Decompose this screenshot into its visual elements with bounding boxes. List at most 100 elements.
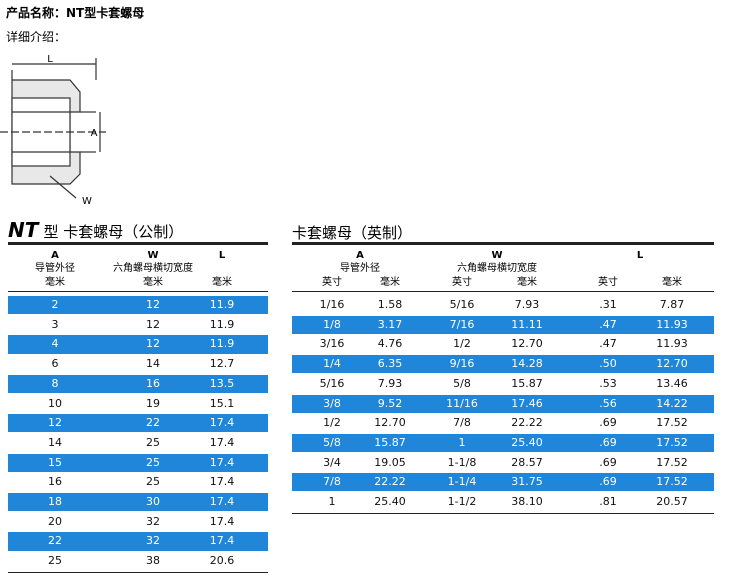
cell: 17.4 — [209, 514, 235, 528]
cell: 1.58 — [377, 298, 403, 311]
cell: .81 — [599, 495, 617, 508]
label-a: A — [91, 128, 98, 139]
header-unit: 英寸 — [322, 277, 342, 288]
cell: 10 — [48, 396, 62, 410]
cell: 12.70 — [656, 357, 688, 371]
cell: 15 — [48, 455, 62, 469]
header-code: L — [218, 250, 226, 261]
cell: 9/16 — [449, 357, 475, 371]
cell: 17.4 — [209, 416, 235, 430]
cell: 5/16 — [449, 298, 475, 311]
cell: 15.87 — [511, 376, 543, 390]
cell: 3/4 — [323, 455, 341, 469]
header-unit: 毫米 — [662, 277, 682, 288]
cell: 11.93 — [656, 337, 688, 351]
cell: 7/16 — [449, 317, 475, 331]
cell: 12 — [146, 317, 160, 331]
cell: 18 — [48, 495, 62, 508]
cell: .31 — [599, 298, 617, 311]
row-bg — [292, 335, 714, 353]
cell: 17.4 — [209, 475, 235, 489]
cell: 7/8 — [453, 416, 471, 430]
cell: .53 — [599, 376, 617, 390]
cell: 1/2 — [323, 416, 341, 430]
cell: 20.57 — [656, 495, 688, 508]
cell: 16 — [48, 475, 62, 489]
cell: 17.4 — [209, 534, 235, 548]
cell: 1-1/2 — [447, 495, 477, 508]
cell: 7/8 — [323, 475, 341, 489]
cell: 1/8 — [323, 317, 341, 331]
cell: 12.70 — [374, 416, 406, 430]
cell: 17.4 — [209, 455, 235, 469]
cell: 7.93 — [377, 376, 403, 390]
header-unit: 英寸 — [598, 277, 618, 288]
cell: 22 — [146, 416, 160, 430]
cell: 30 — [146, 495, 160, 508]
cell: 22.22 — [511, 416, 543, 430]
cell: 7.93 — [514, 298, 540, 311]
header-unit: 毫米 — [212, 277, 232, 288]
cell: 17.52 — [656, 435, 688, 449]
metric-title: NT 型 卡套螺母（公制） — [8, 218, 268, 245]
cell: 6 — [51, 357, 59, 371]
cell: 6.35 — [377, 357, 403, 371]
label-l: L — [47, 54, 53, 65]
row-bg — [292, 394, 714, 413]
cell: 11.9 — [209, 337, 235, 351]
row-bg — [292, 454, 714, 472]
row-bg — [8, 374, 268, 393]
cell: .56 — [599, 396, 617, 410]
label-w: W — [82, 196, 92, 207]
cell: 17.4 — [209, 435, 235, 449]
cell: 19.05 — [374, 455, 406, 469]
row-bg — [8, 453, 268, 472]
rule — [292, 512, 714, 514]
cell: 14 — [48, 435, 62, 449]
cell: 38.10 — [511, 495, 543, 508]
header-code: A — [51, 250, 59, 261]
row-bg — [292, 315, 714, 334]
row-bg — [8, 493, 268, 512]
cell: 3/8 — [323, 396, 341, 410]
header-unit: 毫米 — [143, 277, 163, 288]
header-code: W — [147, 250, 159, 261]
cell: 14.22 — [656, 396, 688, 410]
cell: 38 — [146, 554, 160, 568]
row-bg — [292, 493, 714, 511]
cell: 17.46 — [511, 396, 543, 410]
header-code: L — [636, 250, 644, 261]
row-bg — [8, 296, 268, 315]
cell: 15.1 — [209, 396, 235, 410]
cell: 1-1/4 — [447, 475, 477, 489]
cell: 17.4 — [209, 495, 235, 508]
cell: 22 — [48, 534, 62, 548]
imperial-title: 卡套螺母（英制） — [292, 222, 714, 245]
title-text: 型 卡套螺母（公制） — [43, 223, 184, 241]
cell: 20.6 — [209, 554, 235, 568]
cell: 5/16 — [319, 376, 345, 390]
header-unit: 毫米 — [45, 277, 65, 288]
cell: .69 — [599, 416, 617, 430]
page-title: 产品名称：NT型卡套螺母 — [6, 6, 145, 20]
cell: 12 — [146, 298, 160, 311]
header-unit: 毫米 — [517, 277, 537, 288]
row-bg — [292, 414, 714, 432]
row-bg — [8, 414, 268, 433]
intro: 详细介绍： — [6, 30, 67, 44]
cell: 25 — [146, 435, 160, 449]
cell: 1/16 — [319, 298, 345, 311]
row-bg — [292, 473, 714, 492]
header-desc: 导管外径 — [340, 263, 380, 274]
header-desc: 导管外径 — [35, 263, 75, 274]
rule — [8, 291, 268, 292]
cell: 1-1/8 — [447, 455, 477, 469]
cell: .47 — [599, 317, 617, 331]
cell: .69 — [599, 475, 617, 489]
row-bg — [292, 296, 714, 314]
cell: 32 — [146, 534, 160, 548]
rule — [8, 571, 268, 573]
header-code: W — [491, 250, 503, 261]
cell: 5/8 — [323, 435, 341, 449]
